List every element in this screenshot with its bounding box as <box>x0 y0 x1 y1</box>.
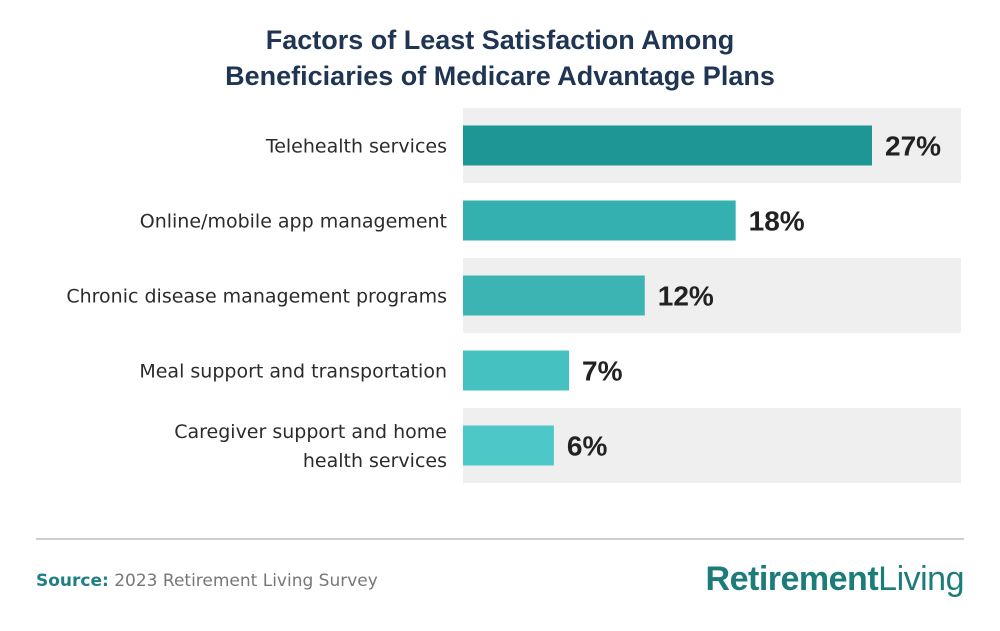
chart-title-line-2: Beneficiaries of Medicare Advantage Plan… <box>225 61 775 91</box>
bar <box>463 425 554 466</box>
category-label: Telehealth services <box>265 136 447 158</box>
chart-title-line-1: Factors of Least Satisfaction Among <box>265 25 735 55</box>
category-label: health services <box>303 450 447 472</box>
bar <box>463 275 645 316</box>
category-label: Chronic disease management programs <box>66 286 447 308</box>
footer-divider <box>36 538 964 540</box>
bar <box>463 125 872 166</box>
data-label: 6% <box>567 431 608 462</box>
logo-word-retirement: Retirement <box>705 560 879 598</box>
logo-word-living: Living <box>878 560 964 598</box>
category-label: Online/mobile app management <box>140 211 447 233</box>
retirement-living-logo: RetirementLiving <box>705 560 965 599</box>
category-label: Caregiver support and home <box>174 421 447 443</box>
source-note: Source: 2023 Retirement Living Survey <box>36 571 378 591</box>
category-label: Meal support and transportation <box>139 361 447 383</box>
bar <box>463 350 570 391</box>
data-label: 18% <box>749 206 805 237</box>
source-text: 2023 Retirement Living Survey <box>114 571 378 591</box>
data-label: 7% <box>582 356 623 387</box>
data-label: 12% <box>658 281 714 312</box>
data-label: 27% <box>885 131 941 162</box>
bar <box>463 200 736 241</box>
chart-title: Factors of Least Satisfaction Among Bene… <box>0 22 1000 94</box>
source-label: Source: <box>36 571 109 591</box>
